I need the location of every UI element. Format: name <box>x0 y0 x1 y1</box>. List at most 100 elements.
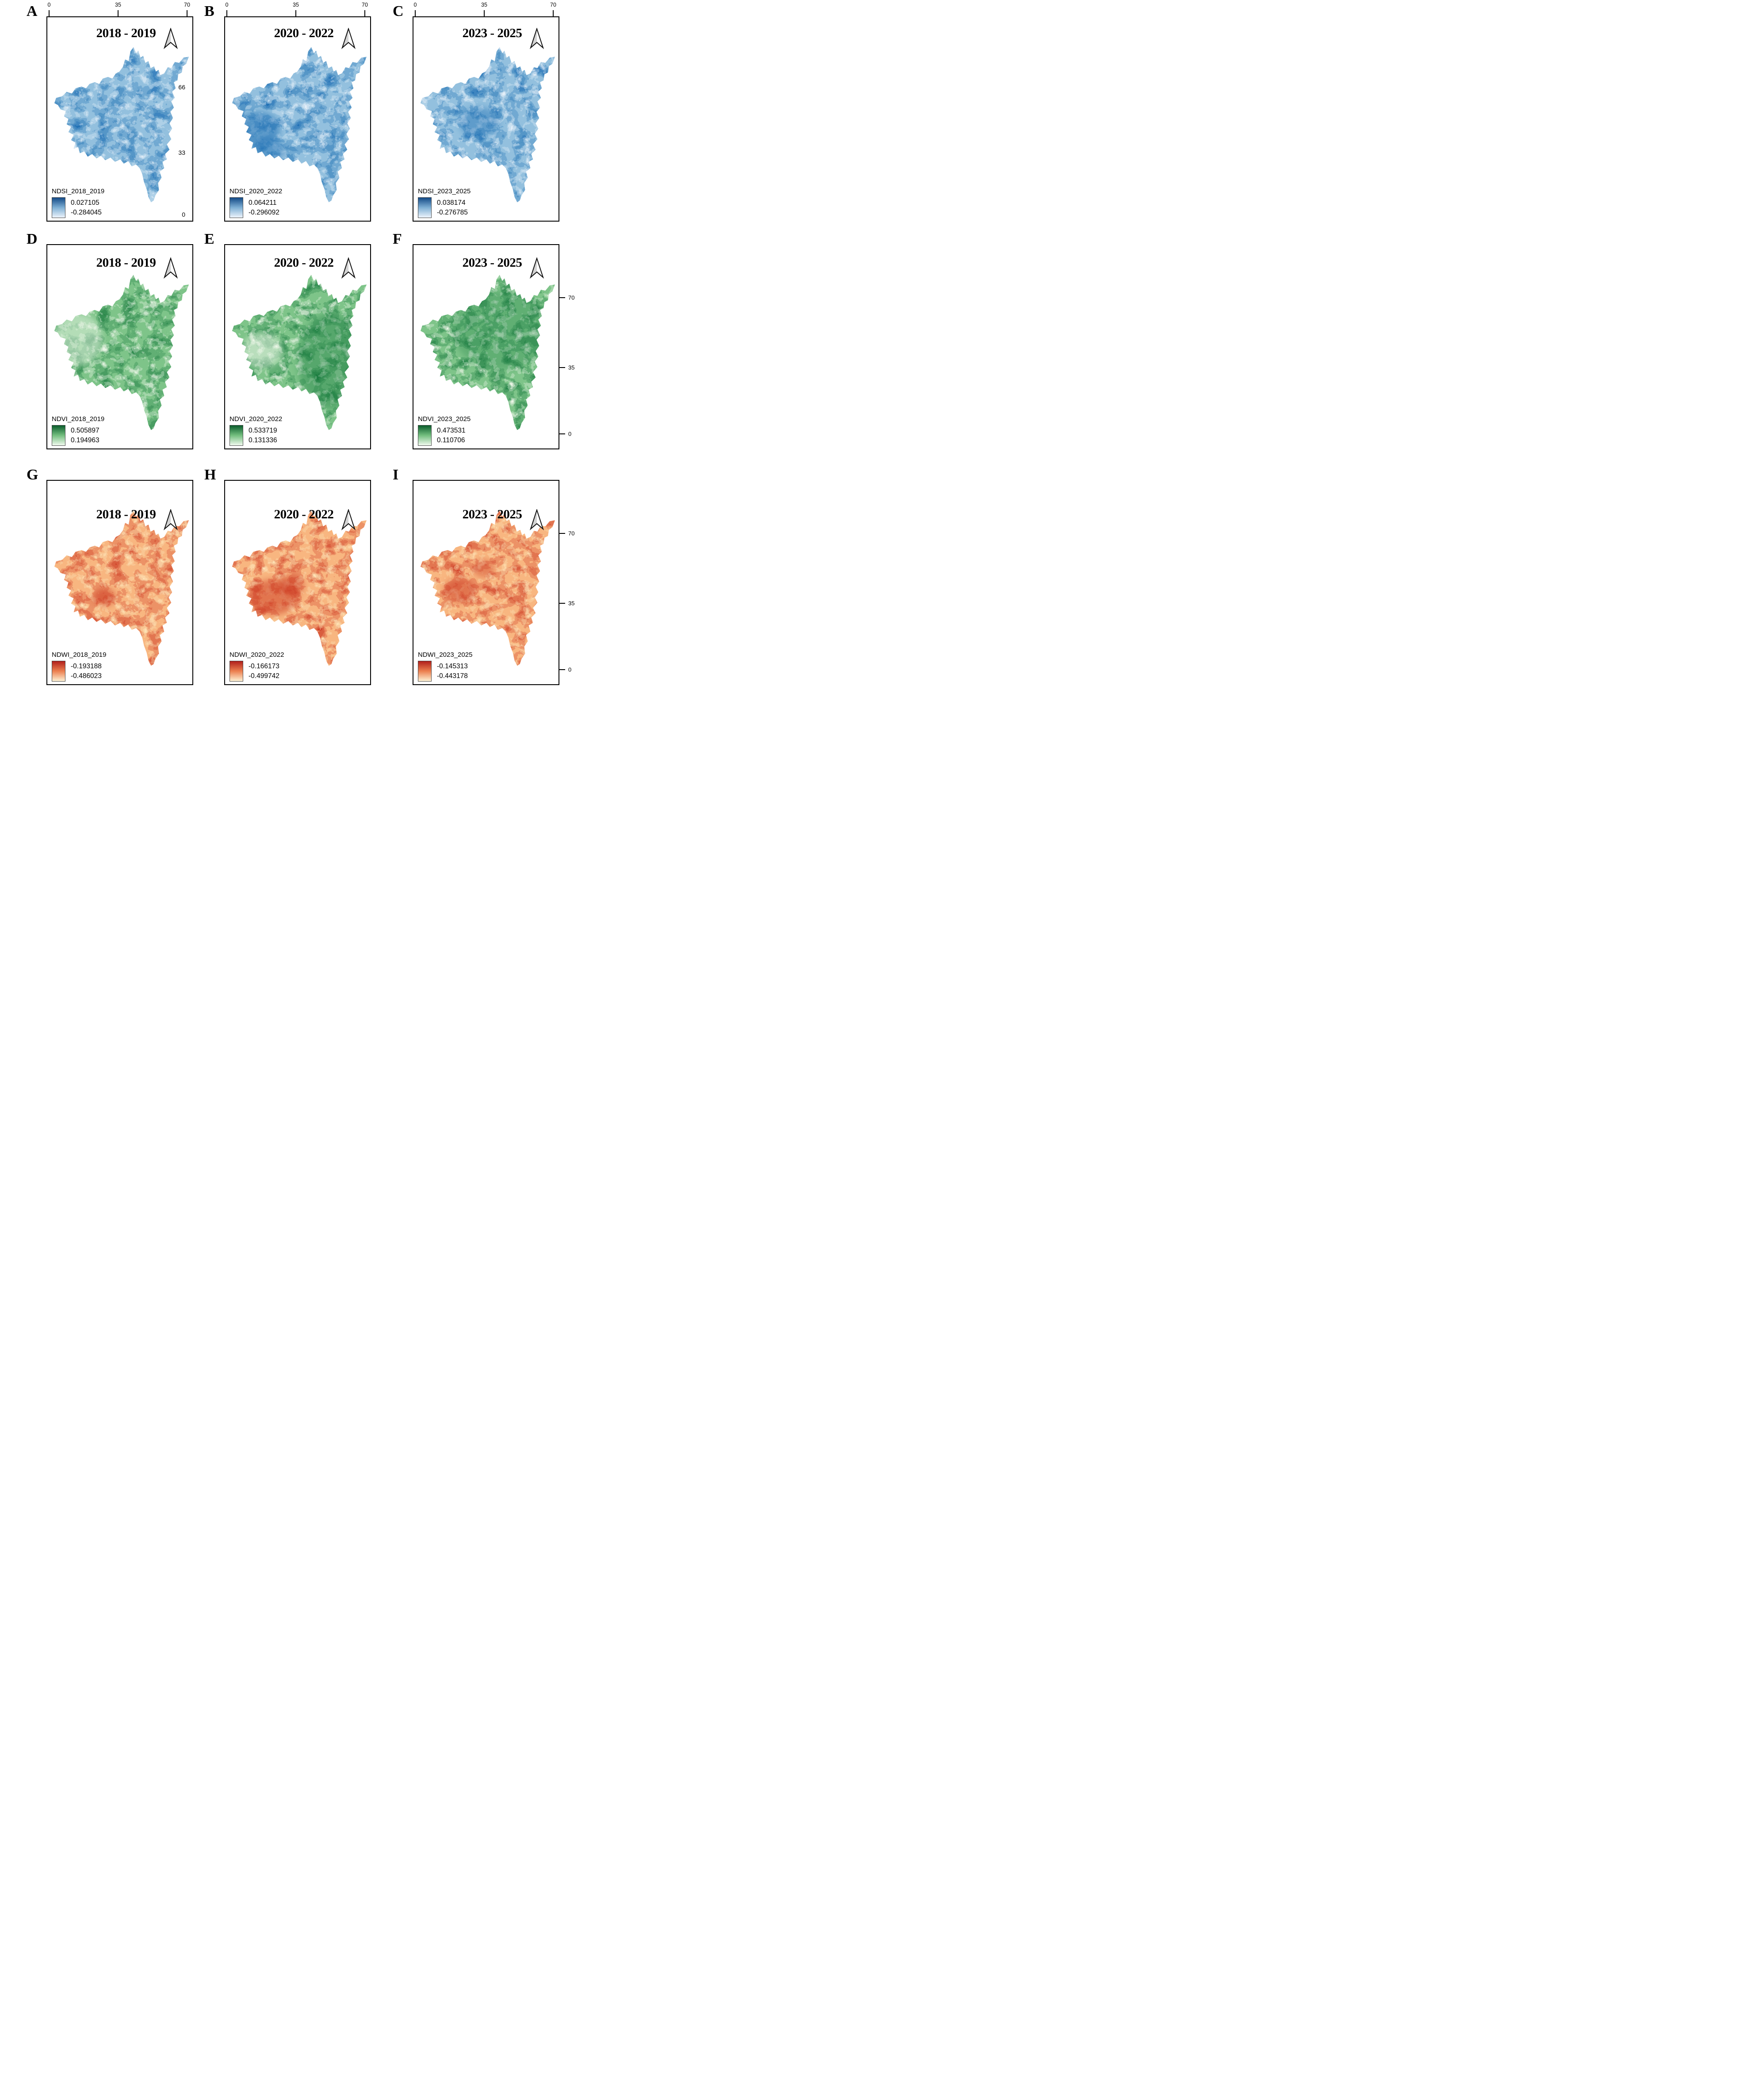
legend-row: -0.145313 -0.443178 <box>418 661 472 682</box>
raster-map <box>232 47 367 203</box>
legend-max-value: 0.473531 <box>437 427 466 435</box>
raster-patch <box>453 291 550 370</box>
north-arrow-outline <box>529 28 544 49</box>
raster-map <box>54 275 189 430</box>
raster-patch <box>242 333 283 368</box>
legend-values: 0.473531 0.110706 <box>437 425 466 446</box>
right-axis-tick-label: 0 <box>568 430 572 437</box>
period-title: 2020 - 2022 <box>274 256 334 270</box>
right-axis-tick <box>559 533 565 534</box>
legend-min-value: 0.194963 <box>71 436 99 444</box>
top-axis-tick-label: 0 <box>47 2 51 8</box>
period-title: 2018 - 2019 <box>96 26 156 40</box>
panel-letter-i: I <box>393 467 399 483</box>
map-legend: NDWI_2020_2022 -0.166173 -0.499742 <box>230 651 284 682</box>
legend-min-value: -0.486023 <box>71 672 102 680</box>
raster-map <box>54 47 189 203</box>
top-axis-tick-label: 0 <box>225 2 229 8</box>
top-axis-tick-label: 35 <box>115 2 121 8</box>
north-arrow-icon <box>163 28 178 49</box>
graticule-label: 0 <box>182 211 185 218</box>
panel-letter-c: C <box>393 3 404 19</box>
legend-gradient-swatch <box>52 425 65 446</box>
legend-gradient-swatch <box>230 661 243 682</box>
legend-max-value: -0.193188 <box>71 663 102 671</box>
legend-max-value: 0.038174 <box>437 199 466 207</box>
legend-gradient-swatch <box>418 425 432 446</box>
legend-gradient-swatch <box>418 197 432 218</box>
top-axis-tick <box>226 10 227 16</box>
panel-letter-h: H <box>204 467 216 483</box>
right-axis-tick-label: 35 <box>568 600 575 607</box>
legend-title: NDWI_2018_2019 <box>52 651 107 659</box>
north-arrow-icon <box>341 257 356 279</box>
period-title: 2020 - 2022 <box>274 507 334 521</box>
top-axis-tick <box>415 10 416 16</box>
map-panel-h: 2020 - 2022 NDWI_2020_2022 -0.166173 -0.… <box>224 480 371 685</box>
raster-map <box>420 510 555 666</box>
legend-row: 0.027105 -0.284045 <box>52 197 104 218</box>
period-title: 2023 - 2025 <box>462 26 522 40</box>
top-axis-tick-label: 70 <box>550 2 556 8</box>
legend-min-value: 0.131336 <box>249 436 277 444</box>
graticule-label: 66 <box>178 84 185 91</box>
north-arrow-outline <box>341 509 356 530</box>
legend-row: 0.473531 0.110706 <box>418 425 471 446</box>
map-panel-b: 2020 - 2022 NDSI_2020_2022 0.064211 -0.2… <box>224 2 371 222</box>
map-legend: NDVI_2023_2025 0.473531 0.110706 <box>418 415 471 446</box>
map-legend: NDSI_2020_2022 0.064211 -0.296092 <box>230 188 282 218</box>
right-axis-tick <box>559 367 565 368</box>
right-axis-tick <box>559 603 565 604</box>
graticule-label: 33 <box>178 149 185 156</box>
map-legend: NDSI_2023_2025 0.038174 -0.276785 <box>418 188 471 218</box>
right-axis-tick <box>559 433 565 434</box>
legend-min-value: 0.110706 <box>437 436 465 444</box>
legend-row: 0.064211 -0.296092 <box>230 197 282 218</box>
map-panel-a: 2018 - 2019 NDSI_2018_2019 0.027105 -0.2… <box>46 2 193 222</box>
raster-map <box>232 275 367 430</box>
legend-row: 0.038174 -0.276785 <box>418 197 471 218</box>
map-legend: NDVI_2018_2019 0.505897 0.194963 <box>52 415 104 446</box>
north-arrow-outline <box>529 257 544 279</box>
north-arrow-outline <box>341 28 356 49</box>
legend-gradient-swatch <box>52 197 65 218</box>
legend-gradient-swatch <box>230 197 243 218</box>
raster-patch <box>298 313 364 410</box>
north-arrow-icon <box>529 509 544 530</box>
raster-map <box>232 510 367 666</box>
legend-title: NDVI_2020_2022 <box>230 415 283 423</box>
panel-letter-f: F <box>393 231 402 247</box>
raster-patch <box>473 559 495 578</box>
raster-patch <box>253 136 285 161</box>
raster-patch <box>444 578 475 603</box>
map-panel-d: 2018 - 2019 NDVI_2018_2019 0.505897 0.19… <box>46 244 193 449</box>
top-axis-tick <box>364 10 365 16</box>
period-title: 2018 - 2019 <box>96 256 156 270</box>
legend-min-value: -0.443178 <box>437 672 468 680</box>
legend-min-value: -0.499742 <box>249 672 279 680</box>
legend-values: 0.027105 -0.284045 <box>71 197 102 218</box>
north-arrow-icon <box>163 509 178 530</box>
north-arrow-icon <box>529 257 544 279</box>
legend-title: NDVI_2023_2025 <box>418 415 471 423</box>
legend-max-value: 0.505897 <box>71 427 99 435</box>
map-legend: NDSI_2018_2019 0.027105 -0.284045 <box>52 188 104 218</box>
legend-values: 0.038174 -0.276785 <box>437 197 468 218</box>
map-legend: NDWI_2023_2025 -0.145313 -0.443178 <box>418 651 472 682</box>
period-title: 2018 - 2019 <box>96 507 156 521</box>
right-axis-tick <box>559 669 565 670</box>
map-panel-f: 2023 - 2025 NDVI_2023_2025 0.473531 0.11… <box>413 244 574 449</box>
right-axis-tick-label: 70 <box>568 530 575 537</box>
map-figure: A 2018 - 2019 NDSI_2018_2019 0.027105 -0 <box>0 0 579 700</box>
legend-row: 0.505897 0.194963 <box>52 425 104 446</box>
right-axis-tick-label: 70 <box>568 294 575 301</box>
top-axis-tick-label: 35 <box>293 2 299 8</box>
right-axis-tick <box>559 297 565 298</box>
map-panel-e: 2020 - 2022 NDVI_2020_2022 0.533719 0.13… <box>224 244 371 449</box>
top-axis-tick-label: 70 <box>362 2 368 8</box>
legend-values: -0.145313 -0.443178 <box>437 661 468 682</box>
legend-title: NDSI_2023_2025 <box>418 188 471 195</box>
legend-values: 0.064211 -0.296092 <box>249 197 279 218</box>
period-title: 2023 - 2025 <box>462 507 522 521</box>
legend-min-value: -0.296092 <box>249 208 279 216</box>
